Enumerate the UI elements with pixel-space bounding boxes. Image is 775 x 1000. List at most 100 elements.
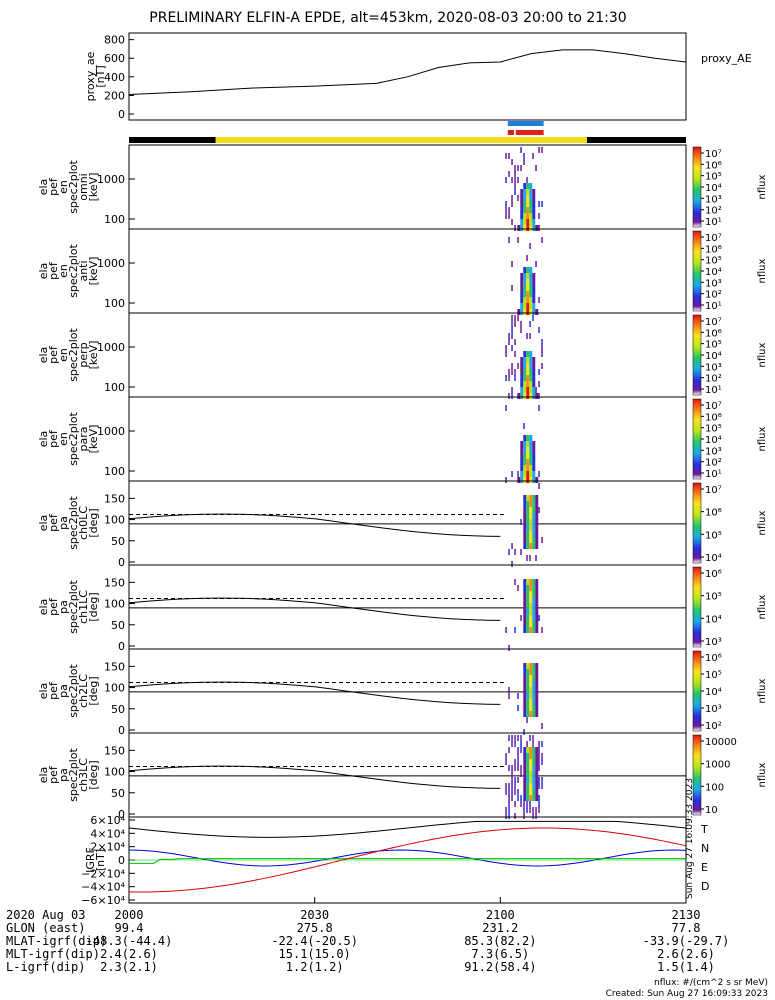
spectrogram-cell [532, 507, 536, 513]
spectrogram-cell [523, 747, 527, 753]
spectrogram-cell [532, 741, 534, 747]
night-bar-left [129, 137, 216, 143]
orbit-row-value: 2130 [672, 908, 701, 922]
spectrogram-cell [520, 273, 524, 279]
spectrogram-cell [535, 711, 539, 717]
orbit-row-label: GLON (east) [6, 921, 85, 935]
orbit-row-value: 2.6(2.6) [657, 947, 715, 961]
spectrogram-cell [523, 183, 527, 189]
spectrogram-cells [508, 663, 543, 735]
spectrogram-cell [535, 261, 537, 267]
spectrogram-cell [523, 801, 525, 807]
spectrogram-cell [508, 153, 510, 159]
orbit-row-value: 77.8 [672, 921, 701, 935]
colorbar-tick-label: 10⁵ [705, 256, 722, 267]
spectrogram-cell [532, 693, 536, 699]
spectrogram-cell [511, 327, 513, 333]
spectrogram-cell [526, 603, 530, 609]
spectrogram-cell [526, 579, 530, 585]
spectrogram-cell [541, 351, 543, 357]
ylabel-line: anti [77, 260, 90, 281]
spectrogram-cell [526, 789, 530, 795]
spectrogram-cell [511, 315, 513, 321]
ytick-label: 2×10⁴ [90, 841, 125, 854]
spectrogram-cell [520, 393, 524, 399]
spectrogram-cell [526, 375, 530, 381]
spectrogram-cell [517, 471, 519, 477]
spectrogram-cell [514, 321, 516, 327]
spectrogram-cell [505, 177, 507, 183]
orbit-row-value: 2000 [115, 908, 144, 922]
spectrogram-cell [529, 759, 533, 765]
spectrogram-cell [505, 153, 507, 159]
spectrogram-cell [535, 771, 539, 777]
spectrogram-cell [538, 327, 540, 333]
spectrogram-cell [523, 273, 527, 279]
ylabel-line: omni [77, 173, 90, 200]
spectrogram-cell [526, 771, 530, 777]
spectrogram-cell [523, 393, 527, 399]
spectrogram-cell [529, 303, 533, 309]
spectrogram-cell [532, 675, 536, 681]
spectrogram-cell [535, 747, 539, 753]
spectrogram-cell [520, 615, 522, 621]
spectrogram-cell [529, 711, 533, 717]
orbit-row-value: 1.2(1.2) [286, 960, 344, 974]
spectrogram-cell [514, 813, 516, 819]
ytick-label: 1000 [97, 341, 125, 354]
spectrogram-cell [508, 645, 510, 651]
ylabel-line: pef [47, 765, 60, 784]
spectrogram-cell [523, 267, 527, 273]
spectrogram-cell [523, 459, 527, 465]
spectrogram-cell [523, 705, 527, 711]
ylabel-line: para [77, 427, 90, 452]
spectrogram-cell [532, 459, 536, 465]
spectrogram-cell [523, 675, 527, 681]
spectrogram-cell [529, 663, 533, 669]
spectrogram-cell [523, 195, 527, 201]
ylabel-line: spec2plot [67, 580, 80, 634]
spectrogram-cell [523, 387, 527, 393]
spectrogram-cell [526, 591, 530, 597]
spectrogram-cell [511, 333, 513, 339]
spectrogram-cell [508, 765, 510, 771]
spectrogram-cell [511, 771, 513, 777]
spectrogram-cell [523, 495, 527, 501]
spectrogram-cell [505, 213, 507, 219]
spectrogram-cell [535, 525, 539, 531]
spectrogram-cell [538, 783, 540, 789]
ylabel-line: spec2plot [67, 160, 80, 214]
ylabel-line: pef [47, 177, 60, 196]
spectrogram-cell [535, 789, 539, 795]
spectrogram-cell [526, 189, 530, 195]
orbit-row-value: 91.2(58.4) [464, 960, 536, 974]
spectrogram-cell [541, 753, 543, 759]
ylabel-line: [nT] [94, 849, 107, 871]
spectrogram-cell [523, 279, 527, 285]
spectrogram-cell [520, 147, 522, 153]
spectrogram-cell [523, 591, 527, 597]
ylabel-line: [deg] [87, 760, 100, 789]
spectrogram-cell [520, 225, 524, 231]
spectrogram-cell [526, 693, 530, 699]
spectrogram-cell [538, 801, 540, 807]
spectrogram-cell [523, 513, 527, 519]
spectrogram-cell [517, 225, 521, 231]
timestamp-stamp-text: Sun Aug 27 16:09:33 2023 [685, 778, 695, 899]
spectrogram-cell [511, 321, 513, 327]
spectrogram-cell [511, 159, 513, 165]
spectrogram-cell [523, 669, 527, 675]
spectrogram-cell [520, 363, 524, 369]
igrf-legend-D: D [701, 880, 709, 893]
ytick-label: 600 [104, 52, 125, 65]
spectrogram-cell [511, 219, 513, 225]
colorbar-label-text: nflux [757, 426, 768, 451]
spectrogram-cell [517, 747, 519, 753]
spectrogram-cell [520, 375, 524, 381]
spectrogram-cell [529, 579, 533, 585]
colorbar-label-text: nflux [757, 594, 768, 619]
spectrogram-cell [517, 363, 519, 369]
spectrogram-cell [538, 225, 540, 231]
